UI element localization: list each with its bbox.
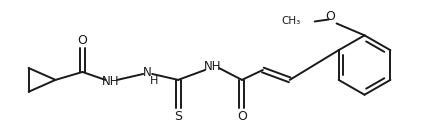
Text: NH: NH — [204, 59, 222, 73]
Text: CH₃: CH₃ — [282, 16, 301, 26]
Text: O: O — [237, 110, 247, 123]
Text: H: H — [150, 76, 158, 86]
Text: O: O — [326, 10, 335, 23]
Text: NH: NH — [101, 75, 119, 88]
Text: N: N — [143, 67, 152, 79]
Text: S: S — [174, 110, 182, 123]
Text: O: O — [77, 34, 87, 47]
